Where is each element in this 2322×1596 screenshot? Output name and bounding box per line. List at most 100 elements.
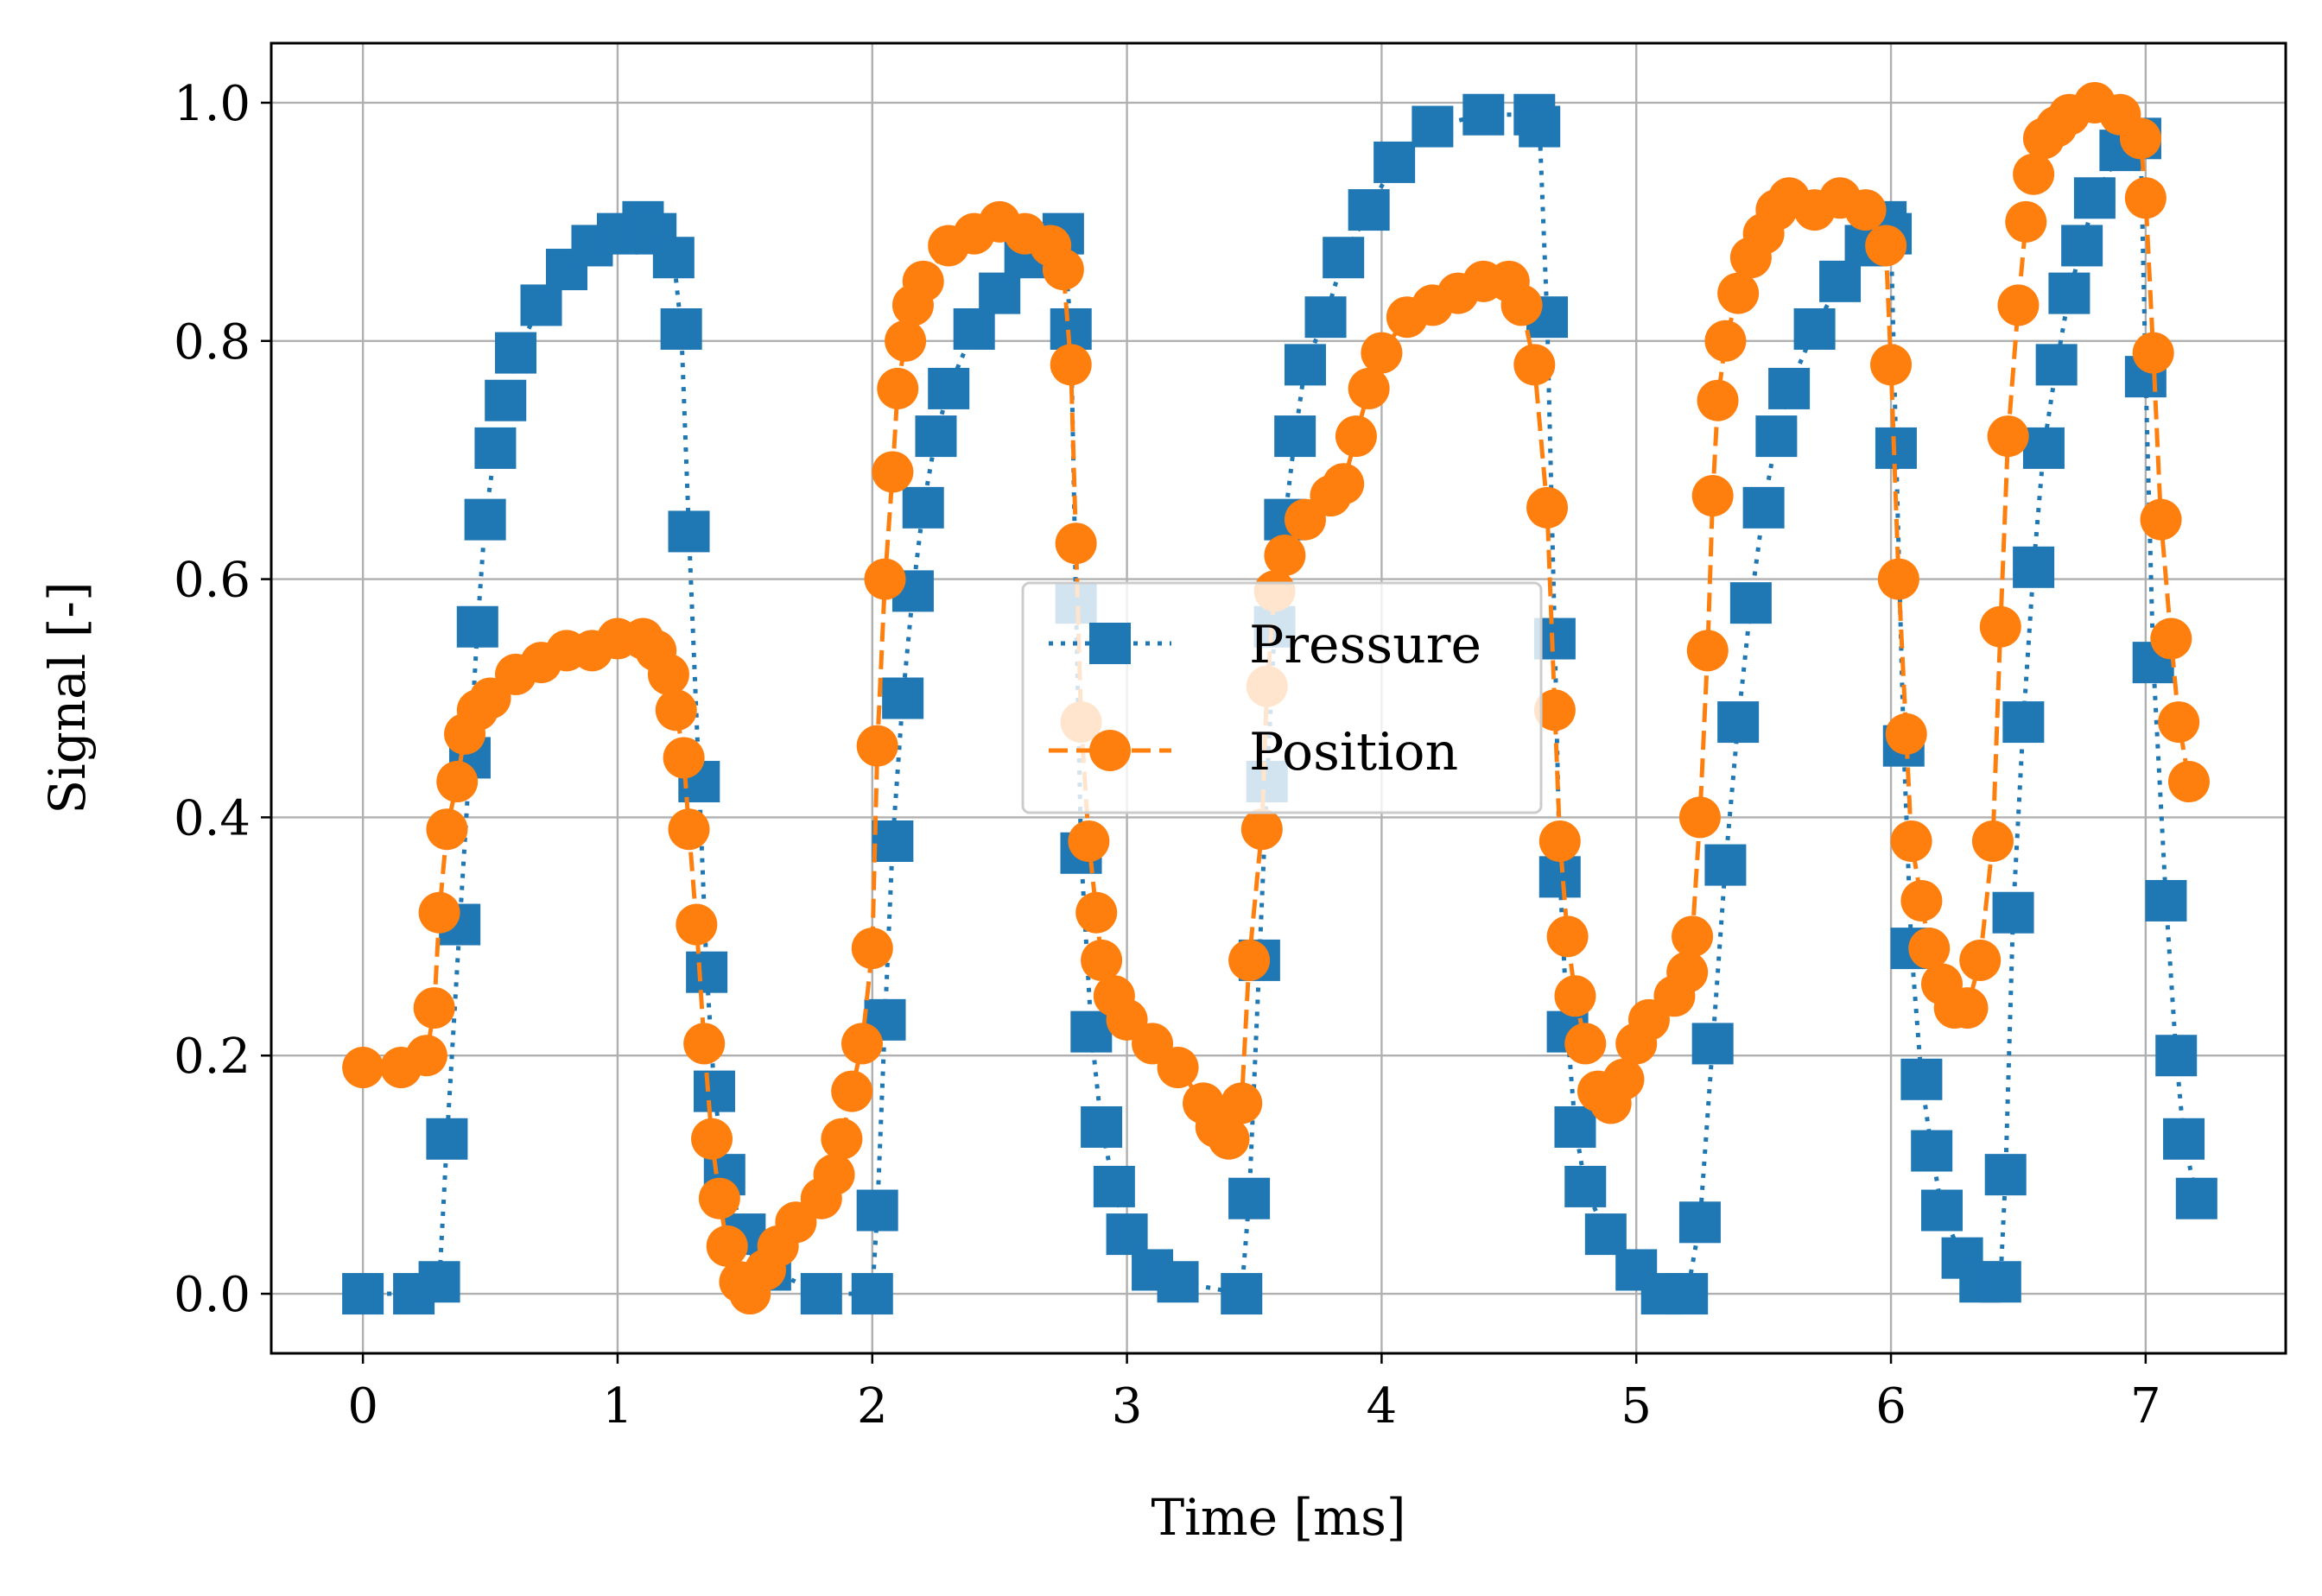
- position-point: [1908, 928, 1951, 970]
- position-point: [342, 1047, 384, 1089]
- position-point: [2005, 200, 2047, 243]
- position-point: [1844, 189, 1887, 231]
- position-point: [872, 451, 914, 493]
- axis-ticks: 0 1 2 3 4 5 6 7 0.0 0.2 0.4 0.6 0.8 1.0: [174, 76, 2161, 1434]
- pressure-point: [1704, 844, 1747, 886]
- position-point: [413, 987, 455, 1029]
- x-axis-title: Time [ms]: [1151, 1488, 1405, 1547]
- position-point: [1554, 975, 1596, 1017]
- position-point: [1068, 820, 1110, 862]
- pressure-point: [1093, 1165, 1135, 1207]
- x-tick-label: 1: [602, 1378, 633, 1434]
- position-point: [1500, 284, 1543, 326]
- position-point: [1348, 367, 1390, 409]
- position-point: [655, 689, 697, 732]
- position-point: [1075, 891, 1118, 934]
- position-point: [1264, 535, 1306, 577]
- pressure-point: [2061, 225, 2103, 267]
- pressure-point: [953, 307, 995, 350]
- position-point: [1050, 344, 1092, 386]
- pressure-point: [2013, 546, 2055, 588]
- pressure-point: [1157, 1261, 1199, 1303]
- pressure-point: [979, 272, 1021, 314]
- position-point: [1221, 1082, 1263, 1124]
- pressure-point: [342, 1273, 384, 1315]
- pressure-point: [1462, 93, 1505, 136]
- position-point: [1533, 689, 1576, 732]
- pressure-point: [1284, 344, 1326, 386]
- pressure-point: [1755, 415, 1798, 458]
- position-point: [2150, 618, 2192, 660]
- pressure-point: [872, 820, 914, 862]
- pressure-point: [1920, 1189, 1963, 1232]
- pressure-point: [1678, 1201, 1721, 1244]
- pressure-point: [2048, 272, 2090, 314]
- position-point: [647, 653, 689, 695]
- legend-box: [1021, 581, 1543, 814]
- pressure-point: [2035, 344, 2078, 386]
- pressure-point: [474, 427, 517, 469]
- pressure-point: [520, 284, 562, 326]
- pressure-point: [668, 510, 710, 553]
- x-tick-label: 7: [2130, 1378, 2161, 1434]
- position-point: [1885, 712, 1927, 755]
- position-point: [1240, 808, 1283, 851]
- legend-position-marker: [1089, 730, 1131, 771]
- pressure-point: [2175, 1177, 2217, 1219]
- pressure-point: [1691, 1023, 1734, 1065]
- position-point: [2140, 498, 2182, 541]
- position-point: [821, 1118, 863, 1160]
- position-point: [1987, 415, 2029, 458]
- pressure-point: [1274, 415, 1316, 458]
- pressure-point: [1081, 1105, 1123, 1148]
- position-point: [405, 1035, 447, 1077]
- pressure-point: [485, 379, 527, 421]
- position-point: [1081, 939, 1123, 981]
- position-point: [856, 725, 898, 767]
- pressure-point: [2073, 177, 2116, 219]
- position-point: [1055, 522, 1097, 565]
- pressure-point: [1979, 1261, 2021, 1303]
- pressure-point: [1992, 891, 2034, 934]
- legend-position-label: Position: [1249, 722, 1458, 782]
- position-point: [1538, 820, 1581, 862]
- pressure-point: [2022, 427, 2065, 469]
- position-point: [1564, 1023, 1607, 1065]
- position-point: [2167, 761, 2210, 803]
- position-point: [2124, 177, 2167, 219]
- x-tick-label: 3: [1112, 1378, 1143, 1434]
- legend: Pressure Position: [1021, 581, 1543, 814]
- position-point: [1900, 879, 1943, 922]
- position-point: [1602, 1058, 1645, 1100]
- pressure-point: [1900, 1058, 1943, 1100]
- x-tick-label: 2: [857, 1378, 888, 1434]
- position-point: [1513, 344, 1556, 386]
- pressure-point: [464, 498, 506, 541]
- position-point: [2119, 117, 2161, 160]
- position-point: [1042, 249, 1084, 291]
- position-point: [1323, 463, 1365, 505]
- pressure-point: [915, 415, 957, 458]
- pressure-point: [1984, 1154, 2027, 1196]
- pressure-point: [1554, 1105, 1596, 1148]
- legend-pressure-marker: [1089, 623, 1131, 664]
- position-point: [2013, 153, 2055, 195]
- pressure-point: [856, 1189, 898, 1232]
- position-point: [1678, 796, 1721, 839]
- pressure-point: [1221, 1273, 1263, 1315]
- position-point: [1666, 951, 1709, 993]
- position-point: [691, 1118, 733, 1160]
- x-tick-label: 4: [1367, 1378, 1398, 1434]
- pressure-point: [456, 605, 498, 648]
- position-point: [436, 761, 479, 803]
- pressure-point: [882, 677, 924, 719]
- pressure-point: [1729, 582, 1772, 624]
- position-point: [426, 808, 468, 851]
- position-point: [1691, 475, 1734, 517]
- pressure-point: [1228, 1177, 1271, 1219]
- pressure-point: [2145, 879, 2187, 922]
- pressure-point: [495, 332, 537, 374]
- position-point: [676, 903, 718, 946]
